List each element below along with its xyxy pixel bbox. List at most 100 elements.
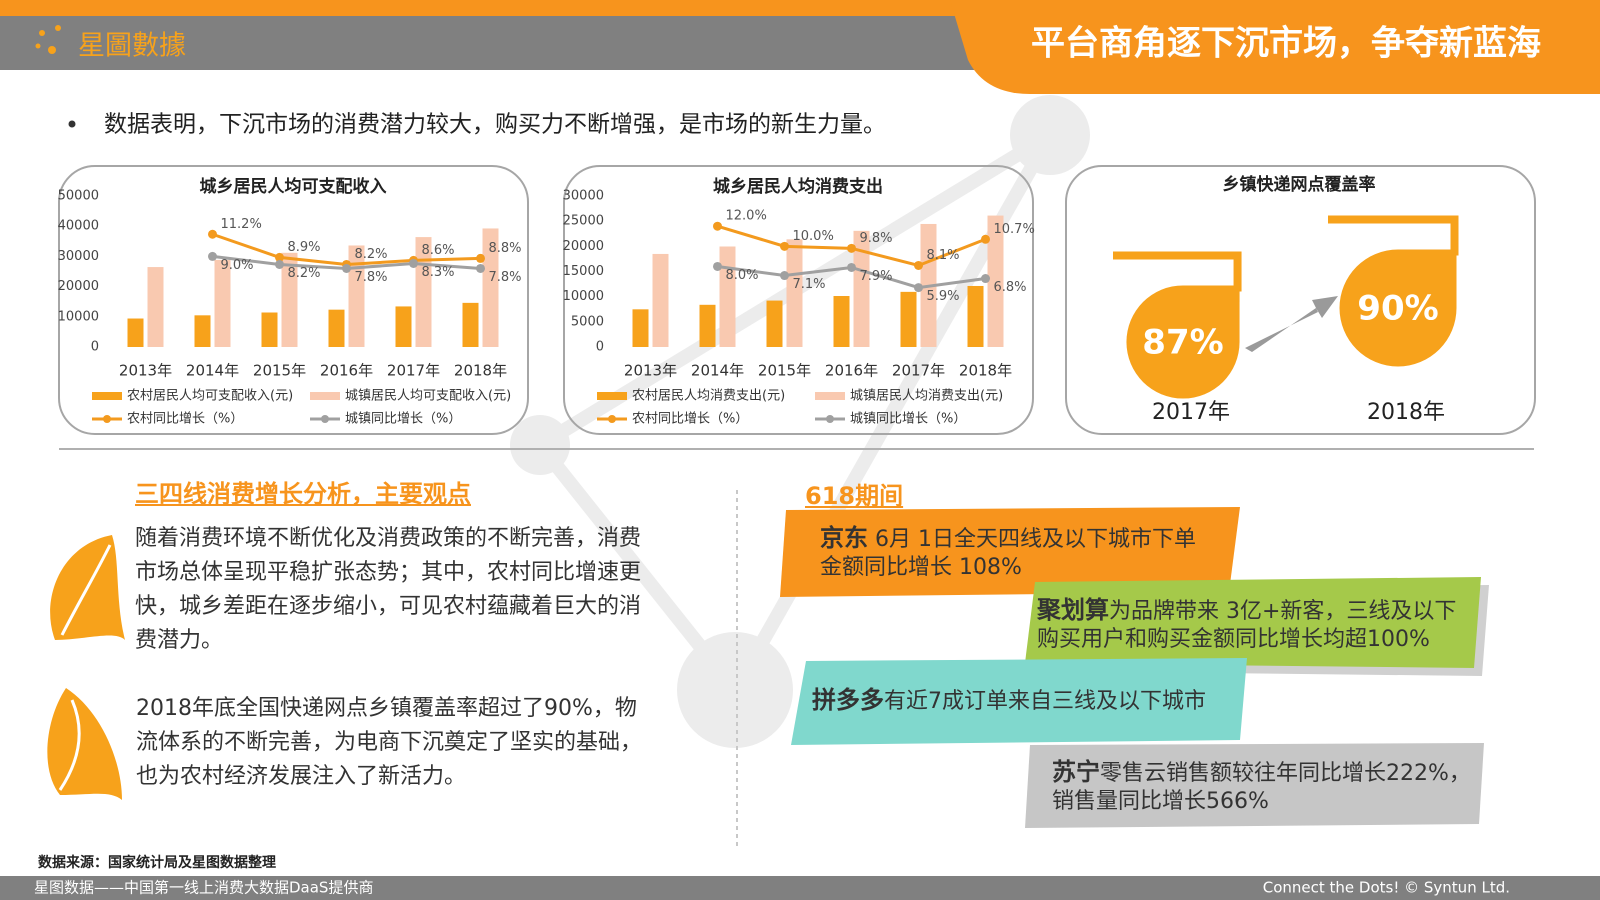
y-tick-label: 10000: [58, 309, 99, 324]
event-text: 有近7成订单来自三线及以下城市: [884, 689, 1206, 714]
logo-dot: [35, 43, 41, 49]
point: [847, 243, 856, 253]
point: [208, 251, 217, 261]
analysis-title: 三四线消费增长分析，主要观点: [135, 480, 471, 508]
bar: [395, 306, 412, 347]
point: [476, 263, 485, 273]
event-name: 京东: [820, 524, 868, 552]
bar: [281, 252, 298, 347]
y-tick-label: 30000: [58, 249, 99, 264]
data-label: 6.8%: [994, 280, 1027, 295]
legend-swatch: [815, 392, 845, 400]
legend-label: 农村同比增长（%）: [127, 412, 243, 427]
data-label: 8.3%: [422, 265, 455, 280]
event-item: 拼多多有近7成订单来自三线及以下城市: [812, 686, 1237, 716]
footer-left: 星图数据——中国第一线上消费大数据DaaS提供商: [34, 879, 373, 897]
bar: [987, 215, 1004, 347]
x-tick-label: 2017年: [892, 362, 945, 380]
y-tick-label: 15000: [563, 264, 604, 279]
data-label: 8.9%: [288, 240, 321, 255]
event-text: 6月 1日全天四线及以下城市下单金额同比增长 108%: [820, 527, 1196, 580]
chart-frame: [1065, 165, 1536, 435]
event-item: 聚划算为品牌带来 3亿+新客，三线及以下购买用户和购买金额同比增长均超100%: [1037, 596, 1477, 654]
point: [409, 258, 418, 268]
bar: [699, 304, 716, 347]
x-tick-label: 2016年: [320, 362, 373, 380]
data-label: 7.9%: [860, 269, 893, 284]
chart-title: 城乡居民人均可支配收入: [200, 176, 387, 197]
point: [342, 263, 351, 273]
chart-title: 乡镇快递网点覆盖率: [1223, 174, 1376, 195]
legend-dot: [103, 415, 111, 423]
y-tick-label: 20000: [563, 239, 604, 254]
x-tick-label: 2013年: [119, 362, 172, 380]
x-tick-label: 2015年: [758, 362, 811, 380]
coverage-label: 87%: [1142, 323, 1223, 363]
x-tick-label: 2015年: [253, 362, 306, 380]
chart-frame: [563, 165, 1034, 435]
bracket: [1113, 251, 1242, 292]
leaf-icon: [47, 688, 122, 800]
data-label: 5.9%: [927, 289, 960, 304]
event-item: 苏宁零售云销售额较往年同比增长222%，销售量同比增长566%: [1052, 758, 1484, 816]
y-tick-label: 20000: [58, 279, 99, 294]
bar: [147, 267, 164, 347]
chart-title: 城乡居民人均消费支出: [713, 176, 883, 197]
bar: [719, 246, 736, 347]
logo-dot: [39, 30, 45, 36]
y-tick-label: 40000: [58, 219, 99, 234]
bar: [127, 318, 144, 347]
x-tick-label: 2018年: [454, 362, 507, 380]
event-title: 618期间: [805, 482, 904, 510]
footer-bar: [0, 876, 1600, 900]
data-label: 7.1%: [793, 277, 826, 292]
y-tick-label: 50000: [58, 189, 99, 204]
data-label: 12.0%: [726, 209, 767, 224]
bar: [900, 291, 917, 347]
legend-label: 城镇居民人均消费支出(元): [850, 389, 1003, 404]
event-box: [1025, 577, 1481, 668]
bar: [967, 285, 984, 347]
point: [275, 252, 284, 262]
point: [713, 261, 722, 271]
logo-dot: [55, 25, 61, 31]
event-text: 零售云销售额较往年同比增长222%，销售量同比增长566%: [1052, 761, 1471, 814]
point: [275, 259, 284, 269]
analysis-point: 随着消费环境不断优化及消费政策的不断完善，消费市场总体呈现平稳扩张态势；其中，农…: [135, 526, 642, 653]
event-box: [780, 507, 1240, 597]
y-tick-label: 30000: [563, 189, 604, 204]
bar: [652, 253, 669, 347]
coverage-drop: [1126, 285, 1240, 399]
legend-dot: [826, 415, 834, 423]
event-name: 拼多多: [812, 686, 884, 714]
x-tick-label: 2018年: [1367, 400, 1445, 425]
point: [780, 241, 789, 251]
data-label: 9.0%: [221, 258, 254, 273]
bar: [786, 239, 803, 347]
data-label: 11.2%: [221, 217, 262, 232]
legend-label: 农村同比增长（%）: [632, 412, 748, 427]
y-tick-label: 25000: [563, 214, 604, 229]
x-tick-label: 2016年: [825, 362, 878, 380]
x-tick-label: 2017年: [387, 362, 440, 380]
page-title: 平台商角逐下沉市场，争夺新蓝海: [1031, 24, 1541, 64]
logo: [35, 25, 61, 54]
bracket: [1328, 215, 1459, 256]
event-name: 聚划算: [1037, 596, 1109, 624]
chart-frame: [58, 165, 529, 435]
data-label: 10.0%: [793, 229, 834, 244]
y-tick-label: 0: [91, 340, 99, 355]
legend-swatch: [597, 392, 627, 400]
data-label: 7.8%: [489, 270, 522, 285]
coverage-drop: [1339, 249, 1457, 367]
bar: [194, 315, 211, 347]
data-label: 7.8%: [355, 270, 388, 285]
logo-dot: [48, 46, 56, 54]
point: [914, 260, 923, 270]
data-label: 9.8%: [860, 231, 893, 246]
brand: 星圖數據: [78, 31, 186, 62]
data-label: 8.1%: [927, 248, 960, 263]
decor-dot: [1010, 95, 1090, 175]
bar: [632, 309, 649, 347]
